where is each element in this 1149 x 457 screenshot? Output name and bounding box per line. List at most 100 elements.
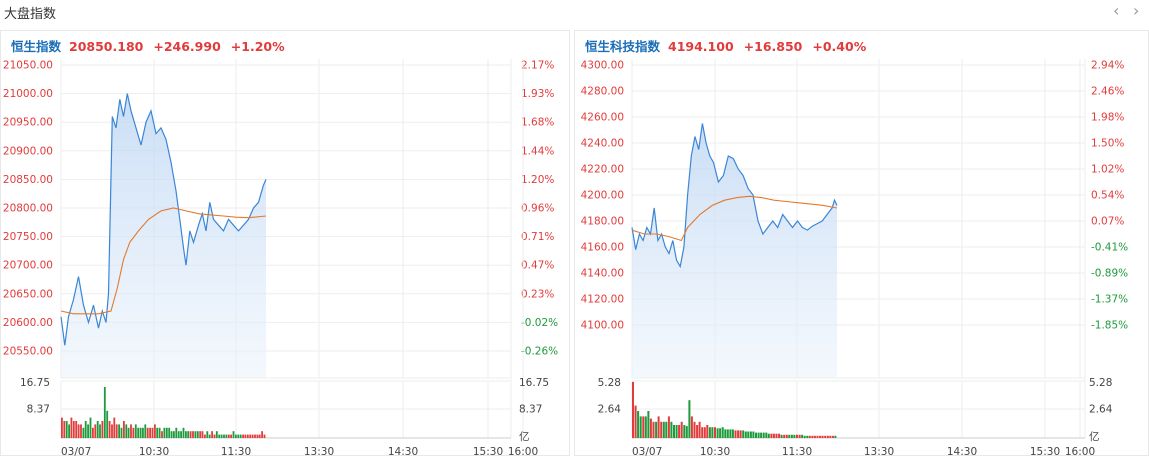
volume-bar — [68, 424, 70, 438]
x-tick-label: 11:30 — [221, 446, 251, 457]
volume-bar — [170, 431, 173, 438]
volume-bar — [80, 424, 82, 438]
volume-bar — [737, 430, 740, 438]
pct-tick-label: 0.23% — [521, 288, 554, 300]
volume-bar — [261, 431, 263, 438]
volume-bar — [793, 434, 796, 438]
volume-bar — [816, 435, 819, 438]
volume-bar — [796, 434, 798, 438]
volume-bar — [263, 434, 266, 438]
pct-tick-label: 0.47% — [521, 260, 554, 272]
volume-bar — [220, 434, 223, 438]
x-tick-label: 03/07 — [61, 446, 91, 457]
y-tick-label: 4240.00 — [581, 138, 624, 150]
volume-bar — [70, 417, 73, 438]
volume-bar — [115, 424, 118, 438]
volume-bar — [652, 421, 655, 438]
index-change: +246.990 — [153, 39, 221, 54]
volume-bar — [242, 434, 244, 438]
x-tick-label: 11:30 — [782, 446, 812, 457]
y-tick-label: 4120.00 — [581, 294, 624, 306]
pct-tick-label: 1.50% — [1091, 138, 1124, 150]
volume-bar — [249, 434, 252, 438]
y-tick-label: 20850.00 — [3, 174, 53, 186]
volume-bar — [739, 430, 742, 438]
pct-tick-label: 1.98% — [1091, 112, 1124, 124]
volume-bar — [239, 434, 242, 438]
hstech-chart[interactable]: 4300.00 2.94% 4280.00 2.46% 4260.00 1.98% 4240… — [575, 31, 1149, 457]
x-tick-label: 15:30 — [1030, 446, 1060, 457]
volume-bar — [719, 428, 722, 438]
volume-bar — [734, 430, 737, 438]
pct-tick-label: 0.96% — [521, 203, 554, 215]
volume-bar — [127, 427, 130, 438]
x-tick-label: 03/07 — [632, 446, 662, 457]
volume-bar — [120, 427, 123, 438]
hstech-quote: 恒生科技指数 4194.100 +16.850 +0.40% — [585, 36, 876, 55]
hsi-chart[interactable]: 21050.00 2.17% 21000.00 1.93% 20950.00 1.68% 2… — [1, 31, 571, 457]
volume-bar — [144, 424, 147, 438]
volume-bar — [775, 433, 778, 438]
index-name[interactable]: 恒生指数 — [11, 39, 62, 54]
volume-bar — [711, 427, 714, 438]
x-tick-label: 13:30 — [304, 446, 334, 457]
volume-bar — [772, 433, 775, 438]
volume-bar — [146, 427, 149, 438]
volume-bar — [139, 427, 142, 438]
volume-bar — [831, 435, 834, 438]
volume-bar — [89, 417, 92, 438]
volume-bar — [655, 421, 658, 438]
pct-tick-label: 1.68% — [521, 117, 554, 129]
volume-bar — [189, 431, 192, 438]
volume-bar — [208, 434, 211, 438]
volume-tick-label: 2.64 — [1089, 404, 1113, 416]
volume-bar — [99, 424, 101, 438]
x-tick-label: 10:30 — [700, 446, 730, 457]
hsi-chart-panel: 恒生指数 20850.180 +246.990 +1.20% 21050.00 2.17… — [0, 30, 571, 457]
volume-bar — [235, 434, 237, 438]
y-tick-label: 20550.00 — [3, 346, 53, 358]
volume-bar — [755, 432, 757, 438]
volume-bar — [165, 427, 168, 438]
volume-bar — [819, 435, 822, 438]
volume-bar — [767, 433, 770, 438]
y-tick-label: 21050.00 — [3, 60, 53, 72]
pct-tick-label: 0.07% — [1091, 216, 1124, 228]
x-tick-label: 14:30 — [947, 446, 977, 457]
volume-bar — [156, 427, 159, 438]
volume-bar — [187, 431, 190, 438]
index-change-pct: +1.20% — [230, 39, 285, 54]
volume-bar — [256, 434, 259, 438]
chevron-left-icon[interactable]: ‹ — [1113, 1, 1120, 20]
volume-tick-label: 16.75 — [519, 377, 549, 389]
volume-tick-label: 2.64 — [598, 404, 622, 416]
volume-bar — [77, 424, 80, 438]
x-tick-label: 14:30 — [388, 446, 418, 457]
volume-bar — [199, 431, 202, 438]
average-line — [631, 195, 838, 242]
x-tick-label: 16:00 — [1065, 446, 1095, 457]
chevron-right-icon[interactable]: › — [1133, 1, 1140, 20]
y-tick-label: 4220.00 — [581, 164, 624, 176]
index-name[interactable]: 恒生科技指数 — [585, 39, 661, 54]
volume-bar — [101, 421, 104, 438]
volume-bar — [254, 434, 256, 438]
volume-bar — [130, 424, 132, 438]
volume-bar — [92, 427, 94, 438]
volume-bar — [213, 434, 216, 438]
y-tick-label: 4200.00 — [581, 190, 624, 202]
volume-bar — [123, 421, 125, 438]
volume-bar — [647, 411, 650, 438]
volume-bar — [246, 434, 249, 438]
pct-tick-label: -0.89% — [1091, 268, 1128, 280]
volume-bar — [149, 427, 151, 438]
index-change-pct: +0.40% — [812, 39, 867, 54]
volume-bar — [194, 431, 197, 438]
volume-bar — [118, 424, 120, 438]
volume-bar — [770, 433, 773, 438]
volume-bar — [192, 431, 194, 438]
volume-bar — [227, 434, 230, 438]
volume-bar — [714, 427, 716, 438]
y-tick-label: 20700.00 — [3, 260, 53, 272]
volume-bar — [690, 416, 693, 438]
